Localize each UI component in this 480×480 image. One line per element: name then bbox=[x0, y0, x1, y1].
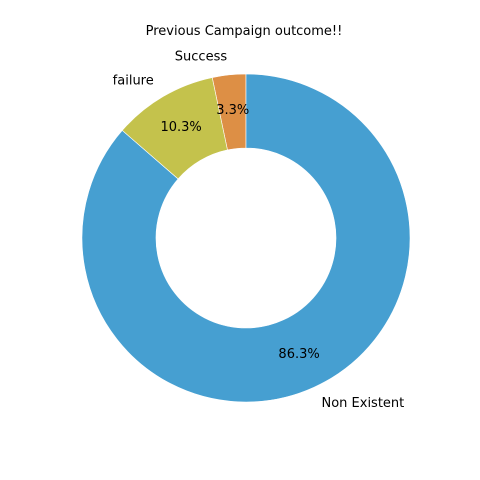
chart-title: Previous Campaign outcome!! bbox=[146, 24, 343, 39]
category-label-non-existent: Non Existent bbox=[321, 396, 404, 411]
value-label-success: 3.3% bbox=[216, 103, 249, 118]
donut-labels: 3.3% Success 10.3% failure 86.3% Non Existent bbox=[113, 49, 405, 411]
category-label-success: Success bbox=[175, 49, 228, 64]
donut-slices bbox=[81, 73, 411, 403]
value-label-failure: 10.3% bbox=[160, 120, 201, 135]
slice-non-existent bbox=[81, 73, 411, 403]
category-label-failure: failure bbox=[113, 74, 154, 89]
value-label-non-existent: 86.3% bbox=[278, 347, 319, 362]
